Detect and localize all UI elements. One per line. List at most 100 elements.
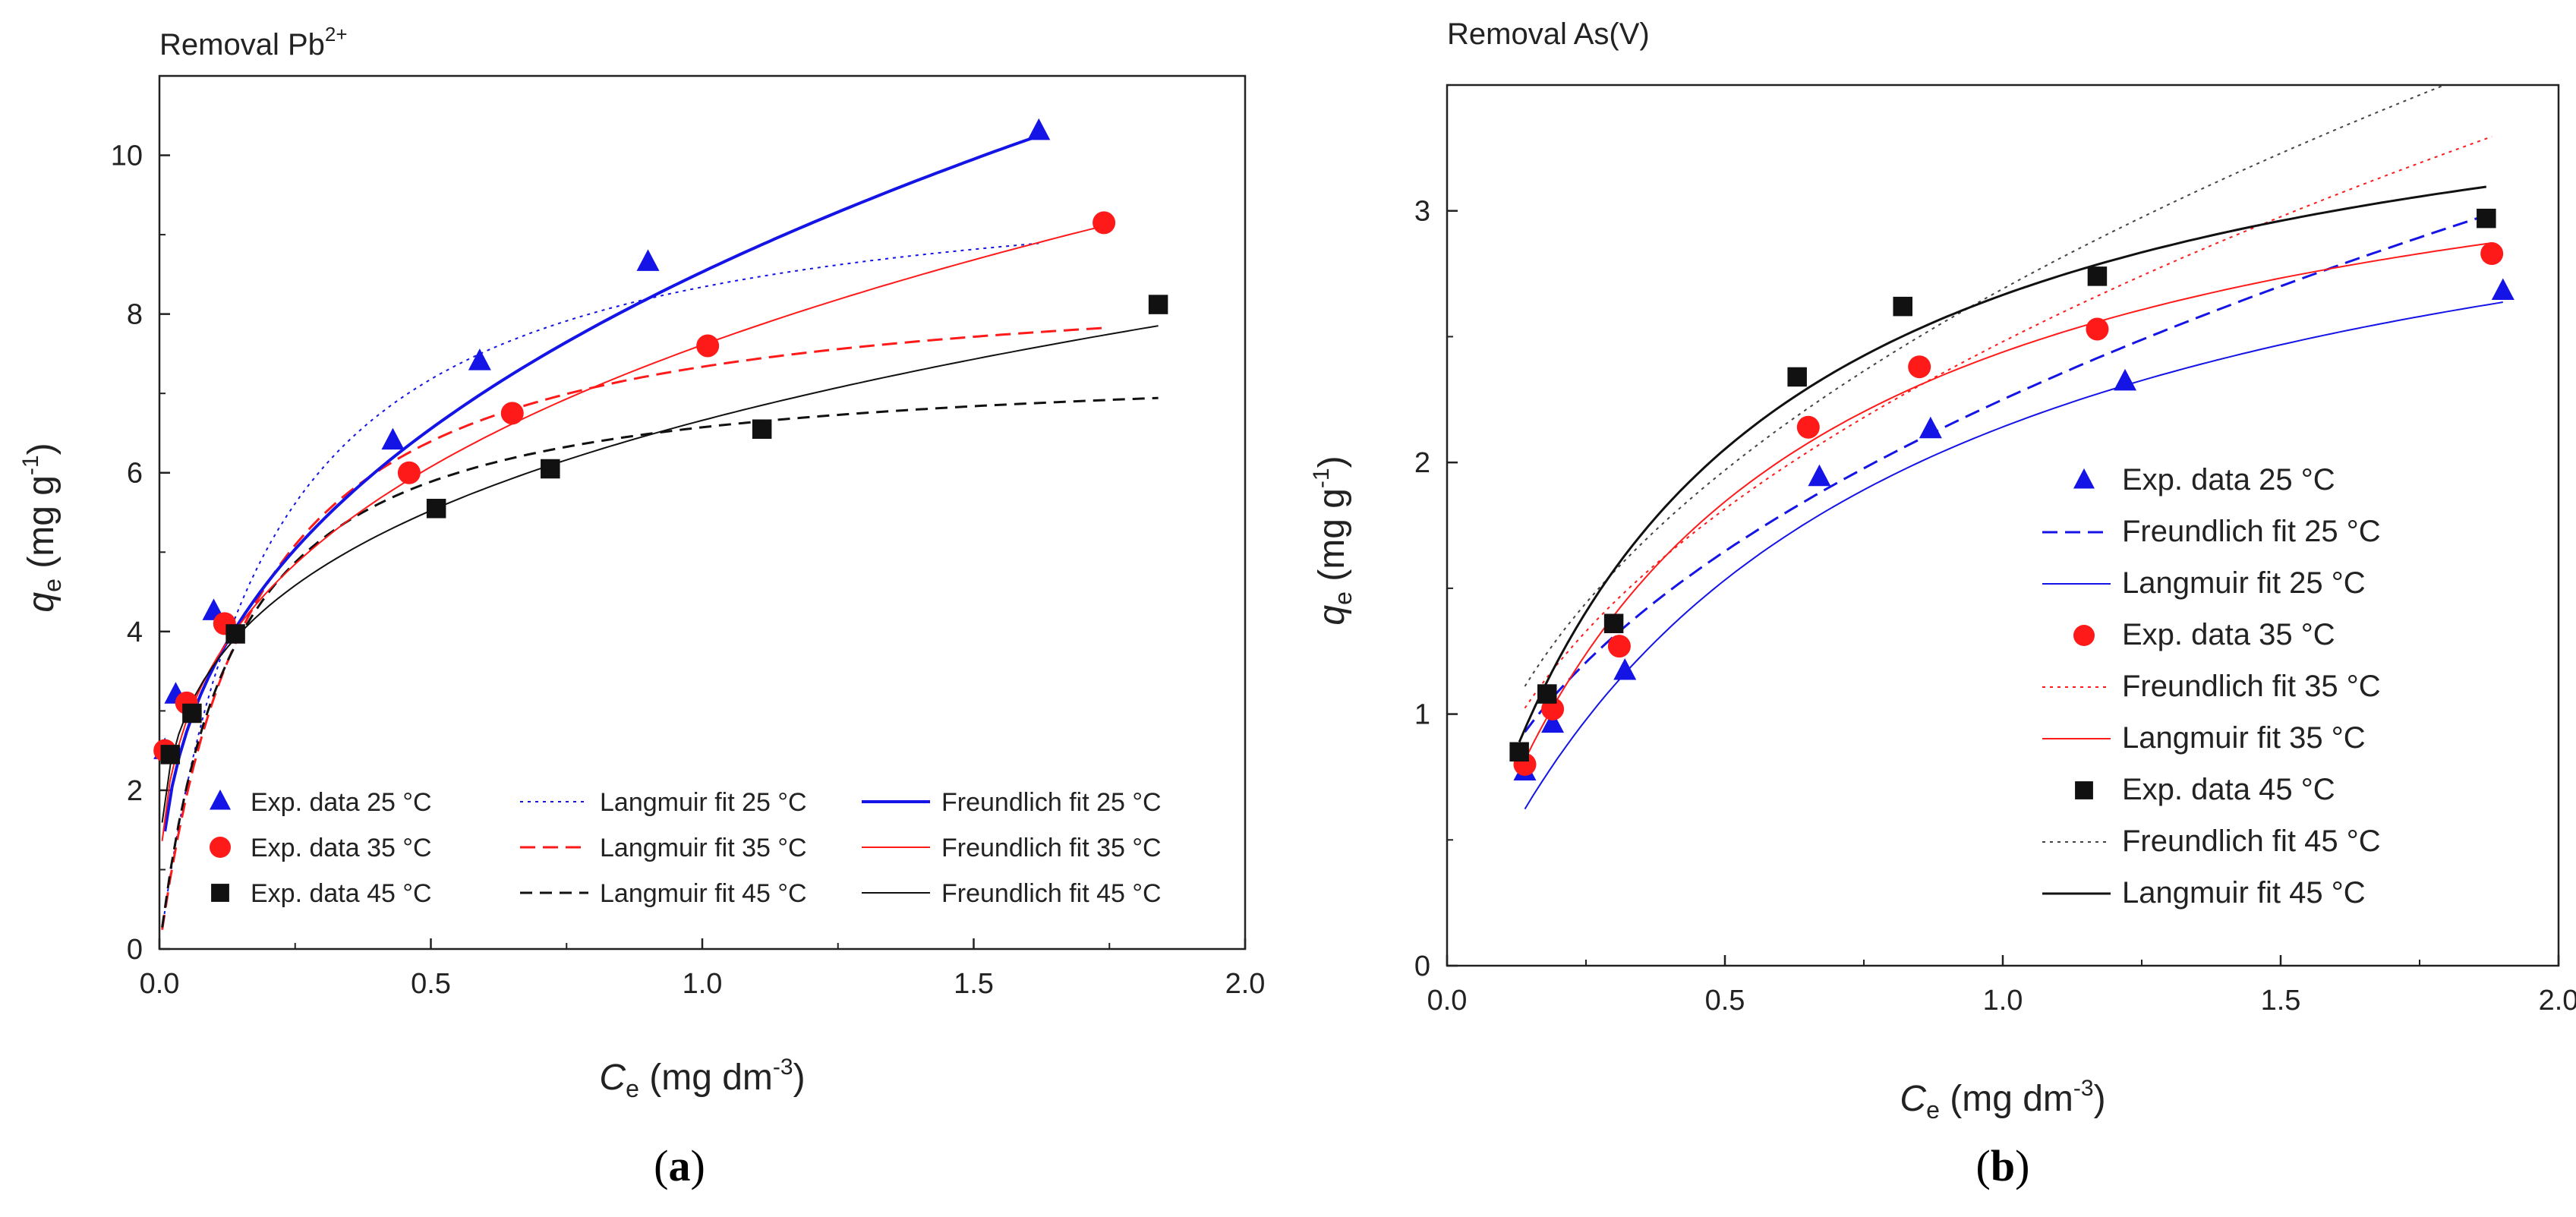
data-point	[2480, 242, 2504, 266]
x-tick-label: 0.0	[1427, 985, 1468, 1017]
x-tick-label: 0.5	[411, 968, 451, 1000]
legend-label-text: Exp. data 35	[2122, 618, 2301, 651]
data-point	[1537, 684, 1557, 704]
fit-curves	[161, 134, 1159, 930]
legend-item: Freundlich fit 35 °C	[862, 834, 1162, 862]
y-tick-label: 2	[127, 775, 143, 807]
series-points-exp-data-35	[1513, 242, 2504, 776]
legend-label-unit: °C	[2332, 876, 2366, 910]
data-point	[225, 624, 245, 644]
series-line-freundlich-fit-45	[161, 325, 1159, 823]
data-point	[2491, 278, 2515, 301]
legend-label: Langmuir fit 45 °C	[2122, 876, 2366, 910]
legend-marker	[210, 789, 231, 810]
series-points-exp-data-35	[153, 211, 1116, 762]
legend-label-text: Langmuir fit 45	[600, 879, 777, 908]
legend-item: Freundlich fit 45 °C	[862, 879, 1162, 908]
data-point	[1541, 711, 1565, 733]
data-point	[1603, 613, 1624, 634]
y-tick-label: 1	[1414, 699, 1430, 731]
data-point	[1796, 415, 1820, 439]
series-line-freundlich-fit-45	[1524, 85, 2447, 687]
series-points-exp-data-45	[1509, 208, 2496, 762]
data-point	[426, 499, 446, 519]
legend-label-text: Freundlich fit 25	[2122, 515, 2347, 548]
legend-item: Freundlich fit 35 °C	[2042, 670, 2381, 703]
legend-item: Langmuir fit 35 °C	[520, 834, 807, 862]
chart-title: Removal Pb2+	[159, 23, 348, 61]
legend-item: Exp. data 35 °C	[2073, 618, 2335, 651]
chart-title-superscript: 2+	[325, 23, 348, 46]
legend-item: Exp. data 45 °C	[2075, 773, 2335, 806]
legend-label-text: Langmuir fit 25	[2122, 566, 2332, 600]
data-point	[1607, 635, 1631, 658]
data-point	[1808, 464, 1831, 487]
legend-label-unit: °C	[2332, 566, 2366, 600]
x-axis-label: Ce (mg dm-3)	[599, 1055, 805, 1102]
series-points-exp-data-45	[160, 295, 1168, 765]
legend-label-text: Langmuir fit 25	[600, 788, 777, 817]
x-tick-label: 1.0	[1983, 985, 2023, 1017]
legend-item: Exp. data 25 °C	[210, 788, 432, 817]
data-point	[500, 402, 524, 425]
legend-label-text: Exp. data 35	[251, 834, 402, 862]
legend-label-unit: °C	[2347, 670, 2381, 703]
legend-item: Langmuir fit 45 °C	[2042, 876, 2366, 910]
y-axis-label: qe (mg g-1)	[18, 443, 66, 612]
legend-item: Freundlich fit 25 °C	[2042, 515, 2381, 548]
legend-label-unit: °C	[2301, 463, 2335, 497]
legend-label-unit: °C	[777, 834, 806, 862]
data-point	[1787, 367, 1807, 387]
series-line-freundlich-fit-35	[161, 225, 1105, 841]
panel-caption-letter: a	[669, 1141, 691, 1190]
legend-item: Freundlich fit 45 °C	[2042, 824, 2381, 858]
legend-label: Exp. data 45 °C	[2122, 773, 2335, 806]
series-line-langmuir-fit-25	[161, 242, 1039, 929]
legend-label-unit: °C	[777, 879, 806, 908]
legend-label-text: Exp. data 45	[251, 879, 402, 908]
legend-label: Exp. data 25 °C	[2122, 463, 2335, 497]
legend-label: Langmuir fit 35 °C	[2122, 721, 2366, 755]
panel-caption: (a)	[654, 1141, 705, 1190]
data-point	[397, 461, 421, 484]
data-point	[2477, 208, 2496, 229]
data-point	[1093, 211, 1116, 235]
data-point	[1509, 742, 1529, 762]
y-tick-label: 10	[111, 140, 143, 172]
legend-label: Langmuir fit 45 °C	[600, 879, 807, 908]
data-point	[1613, 657, 1637, 680]
x-tick-label: 2.0	[1225, 968, 1266, 1000]
legend-item: Exp. data 45 °C	[211, 879, 432, 908]
legend-label-unit: °C	[1132, 834, 1161, 862]
data-point	[1148, 295, 1168, 314]
legend-item: Langmuir fit 25 °C	[520, 788, 807, 817]
data-point	[2087, 266, 2108, 286]
legend-label: Exp. data 35 °C	[2122, 618, 2335, 651]
legend-label-unit: °C	[402, 834, 431, 862]
legend-label: Freundlich fit 45 °C	[2122, 824, 2381, 858]
legend-label: Exp. data 25 °C	[251, 788, 432, 817]
panel-caption: (b)	[1976, 1141, 2030, 1190]
x-tick-label: 0.0	[140, 968, 180, 1000]
legend-label: Freundlich fit 35 °C	[2122, 670, 2381, 703]
legend-marker	[211, 884, 229, 902]
legend-marker	[2075, 781, 2093, 799]
chart-title-text: Removal Pb	[159, 28, 325, 61]
legend-label-text: Langmuir fit 45	[2122, 876, 2332, 910]
legend-label: Freundlich fit 25 °C	[941, 788, 1162, 817]
legend-marker	[210, 837, 231, 858]
data-point	[1919, 416, 1942, 439]
legend-label-unit: °C	[2301, 618, 2335, 651]
chart-panel-b: 0.0 0.5 1.0 1.5 2.0 0 1 2 3 Removal As(V) Ce (mg d…	[1309, 17, 2576, 1124]
legend-marker	[2073, 468, 2095, 489]
data-point	[468, 348, 491, 370]
fit-curves	[1518, 85, 2503, 810]
x-tick-label: 1.0	[683, 968, 723, 1000]
legend-label-unit: °C	[1132, 879, 1161, 908]
series-line-langmuir-fit-45	[1518, 185, 2487, 742]
x-tick-label: 0.5	[1705, 985, 1745, 1017]
legend-item: Exp. data 35 °C	[210, 834, 432, 862]
x-tick-label: 1.5	[2261, 985, 2301, 1017]
legend-label-text: Freundlich fit 45	[941, 879, 1132, 908]
